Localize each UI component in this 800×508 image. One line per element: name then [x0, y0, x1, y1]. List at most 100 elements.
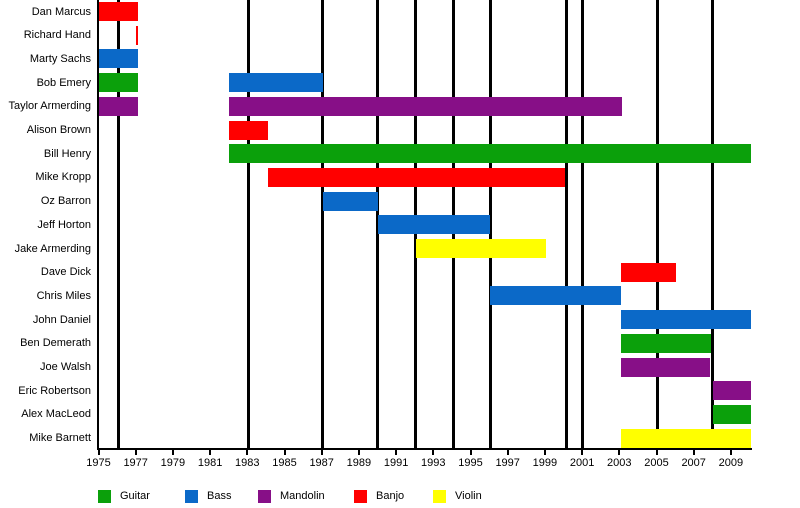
member-tenure-bar: [98, 73, 139, 93]
member-name-label: Ben Demerath: [20, 337, 91, 350]
member-tenure-bar: [228, 73, 323, 93]
legend-color-swatch: [185, 489, 198, 503]
x-axis-tick: [209, 449, 212, 455]
member-tenure-bar: [228, 144, 752, 164]
member-name-label: John Daniel: [32, 313, 91, 326]
member-name-label: Bill Henry: [43, 147, 91, 160]
event-line: [321, 0, 325, 448]
x-axis-tick-label: 1989: [346, 457, 372, 469]
event-line: [117, 0, 121, 448]
member-tenure-bar: [621, 333, 712, 353]
x-axis-tick-label: 2007: [681, 457, 706, 469]
x-axis-tick: [692, 449, 695, 455]
x-axis-tick-label: 1999: [532, 457, 558, 469]
member-tenure-bar: [415, 239, 546, 258]
event-line: [246, 0, 250, 448]
x-axis-tick: [395, 449, 398, 455]
member-tenure-bar: [98, 2, 139, 21]
x-axis-tick-label: 2001: [569, 457, 595, 469]
x-axis-line: [97, 447, 752, 450]
x-axis-tick: [432, 449, 435, 455]
x-axis-tick-label: 1979: [160, 457, 186, 469]
legend-color-swatch: [433, 489, 446, 503]
member-name-label: Dave Dick: [40, 266, 91, 279]
event-line: [655, 0, 659, 448]
x-axis-tick: [283, 449, 286, 455]
legend-item: Guitar: [98, 489, 150, 503]
member-name-label: Taylor Armerding: [8, 100, 91, 113]
legend-label: Violin: [455, 489, 482, 502]
member-tenure-bar: [621, 262, 677, 282]
legend-color-swatch: [98, 489, 111, 503]
x-axis-tick-label: 1981: [197, 457, 223, 469]
member-tenure-bar: [267, 167, 565, 187]
y-axis-line: [97, 0, 99, 449]
x-axis-tick-label: 1977: [123, 457, 148, 469]
x-axis-tick-label: 1997: [495, 457, 520, 469]
legend-label: Bass: [207, 489, 232, 502]
member-tenure-bar: [490, 286, 621, 306]
legend-label: Banjo: [376, 489, 405, 502]
member-name-label: Mike Kropp: [35, 171, 91, 184]
event-line: [710, 0, 714, 448]
x-axis-tick-label: 2009: [718, 457, 744, 469]
x-axis-tick-label: 1987: [309, 457, 334, 469]
member-tenure-bar: [98, 49, 139, 69]
member-name-label: Alex MacLeod: [21, 408, 91, 421]
member-tenure-bar: [228, 96, 622, 116]
plot-area: 1975 1977 1979 1981 1983 1985 1987 1989 1991 1993…: [8, 0, 752, 469]
x-axis-tick-label: 1983: [235, 457, 260, 469]
member-name-label: Marty Sachs: [29, 52, 91, 65]
x-axis-tick: [357, 449, 360, 455]
member-name-label: Jeff Horton: [37, 218, 91, 231]
member-tenure-bar: [378, 215, 491, 235]
legend-item: Bass: [185, 489, 231, 503]
member-name-label: Alison Brown: [26, 124, 91, 136]
member-tenure-bar: [621, 310, 752, 330]
x-axis-tick: [320, 449, 323, 455]
x-axis-tick: [246, 449, 249, 455]
legend-label: Mandolin: [280, 489, 325, 502]
member-name-label: Jake Armerding: [14, 242, 91, 255]
legend-label: Guitar: [120, 489, 150, 502]
member-name-label: Bob Emery: [36, 76, 91, 89]
x-axis-tick: [97, 449, 100, 455]
x-axis-tick-label: 1985: [272, 457, 297, 469]
event-line: [489, 0, 493, 448]
x-axis-tick-label: 1993: [421, 457, 446, 469]
legend-color-swatch: [354, 489, 367, 503]
legend-color-swatch: [258, 489, 271, 503]
member-name-label: Oz Barron: [40, 195, 91, 208]
member-tenure-bar: [98, 96, 139, 116]
member-tenure-bar: [136, 25, 139, 45]
x-axis-tick: [469, 449, 472, 455]
member-name-label: Eric Robertson: [18, 384, 91, 397]
member-name-label: Joe Walsh: [40, 361, 91, 373]
member-tenure-bar: [621, 428, 752, 448]
x-axis-tick-label: 1975: [86, 457, 111, 469]
legend-item: Mandolin: [258, 489, 325, 503]
event-line: [565, 0, 569, 448]
x-axis-tick: [171, 449, 174, 455]
member-name-label: Mike Barnett: [29, 432, 91, 445]
x-axis-tick: [134, 449, 137, 455]
event-line: [376, 0, 379, 448]
x-axis-tick: [581, 449, 584, 455]
member-name-label: Dan Marcus: [31, 5, 91, 18]
x-axis-tick: [729, 449, 732, 455]
event-line: [580, 0, 584, 448]
x-axis-tick: [655, 449, 658, 455]
member-tenure-bar: [621, 357, 711, 377]
member-tenure-bar: [228, 120, 268, 140]
legend-item: Violin: [433, 489, 482, 503]
x-axis-tick: [506, 449, 509, 455]
x-axis-tick-label: 1995: [458, 457, 483, 469]
member-name-label: Chris Miles: [36, 289, 91, 302]
member-tenure-bar: [713, 381, 752, 401]
x-axis-tick-label: 2005: [644, 457, 669, 469]
x-axis-tick: [543, 449, 546, 455]
legend-item: Banjo: [354, 489, 404, 503]
member-tenure-bar: [713, 404, 752, 424]
member-name-label: Richard Hand: [23, 29, 91, 42]
